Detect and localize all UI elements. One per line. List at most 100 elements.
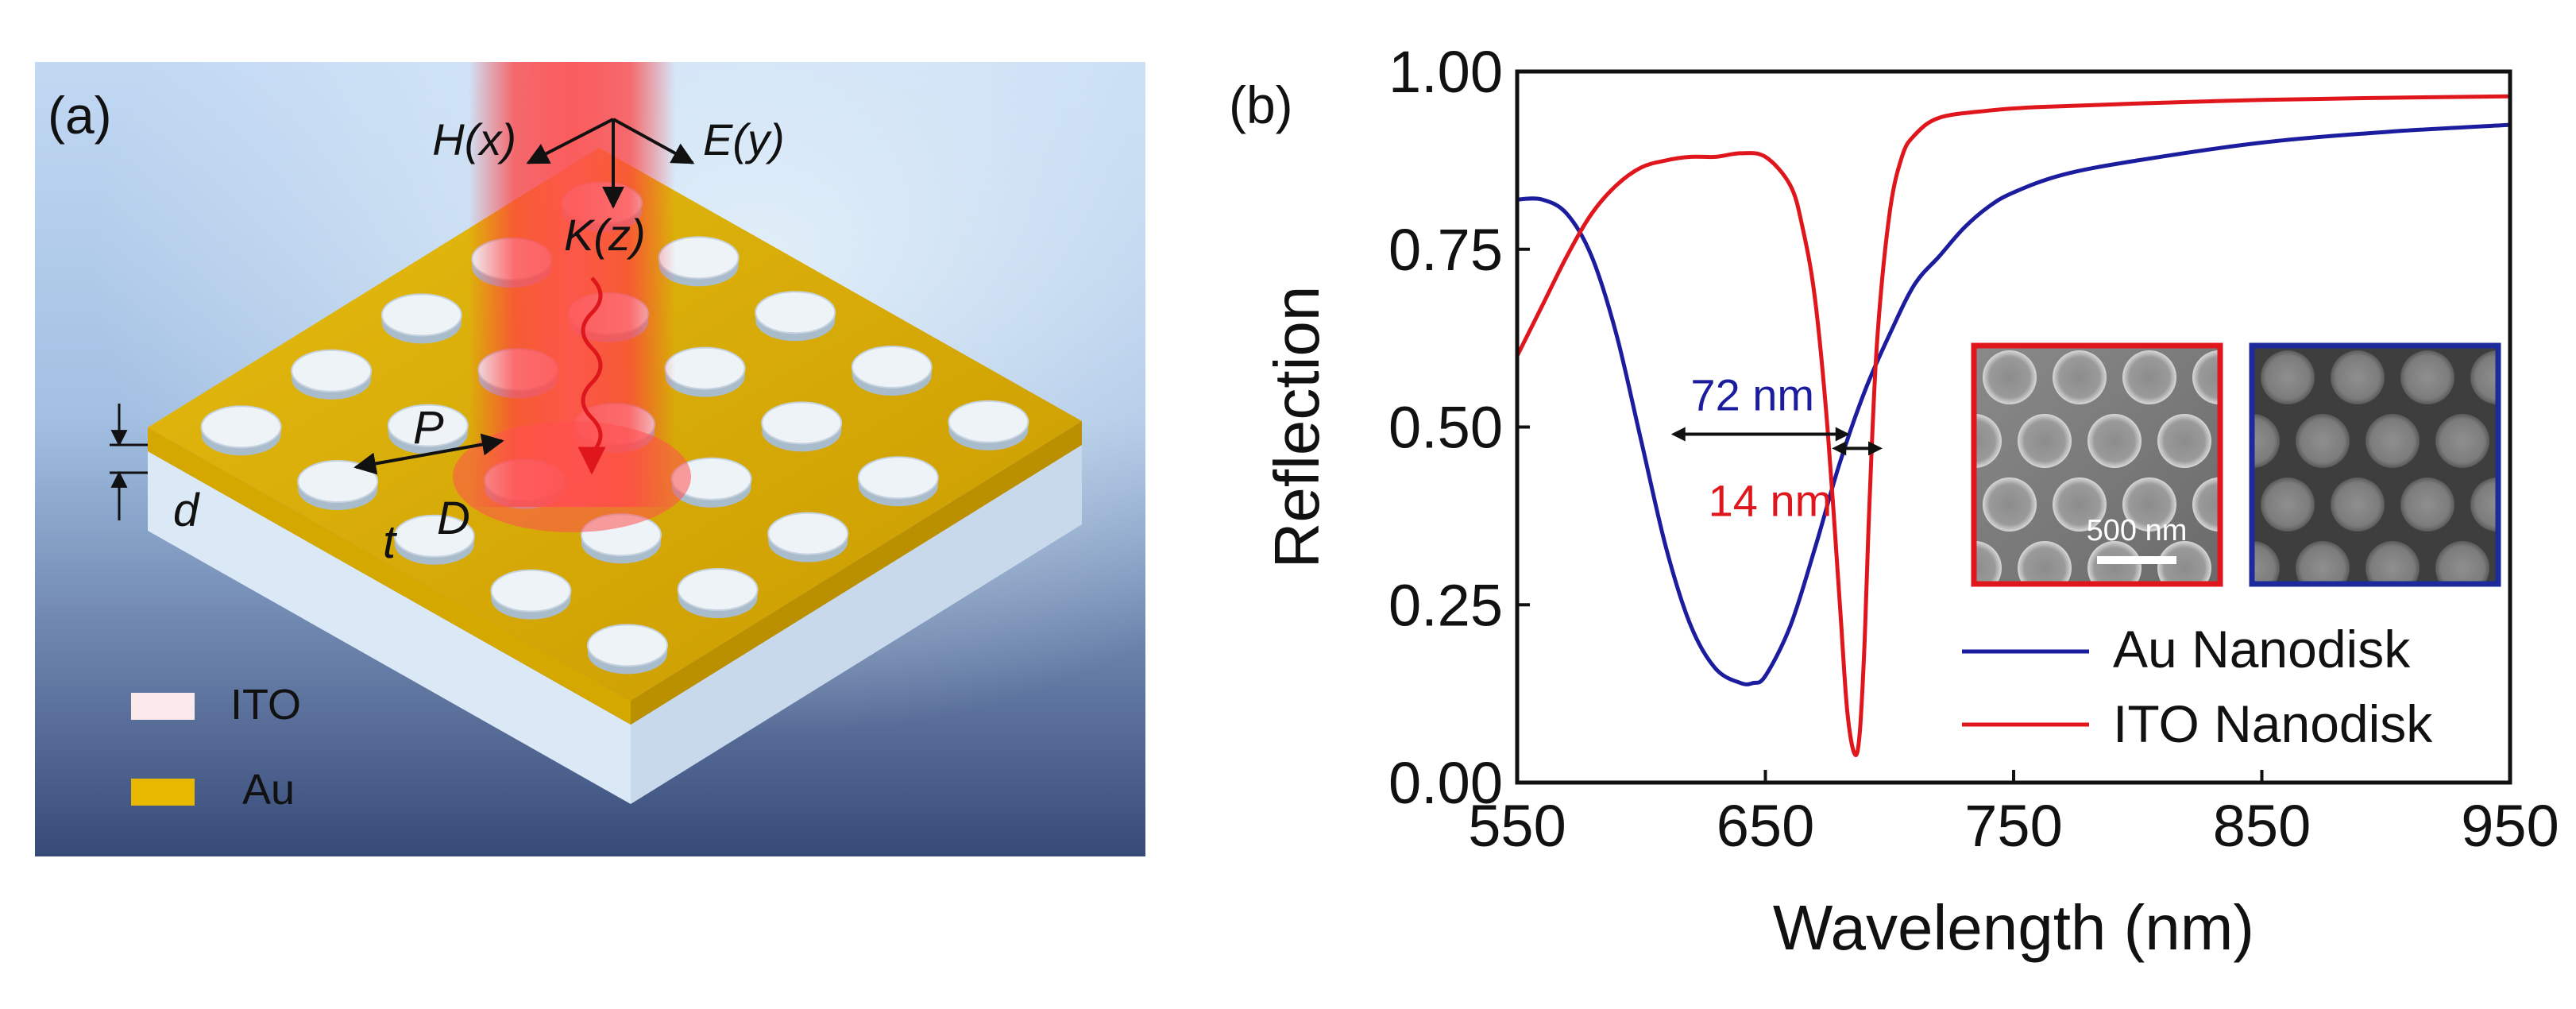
sem-disk: [1983, 477, 2037, 532]
fwhm-au-arrowhead-right: [1835, 427, 1850, 442]
sem-disk: [1974, 414, 2002, 468]
sem-disk: [2400, 350, 2454, 404]
sem-disk: [2226, 287, 2280, 341]
sem-disk: [2366, 414, 2420, 468]
ito-nanodisk: [380, 293, 462, 344]
period-arrow-icon: [353, 433, 504, 475]
reflection-chart: 0.00 0.25 0.50 0.75 1.00 550 650 750 850 950 Wav…: [1261, 39, 2559, 963]
sem-disk: [2157, 541, 2211, 584]
sem-disk: [2470, 477, 2498, 532]
x-tick-label: 750: [1964, 793, 2062, 859]
fwhm-ito-label: 14 nm: [1709, 475, 1833, 525]
sem-disk: [2505, 541, 2559, 595]
sem-disk: [2366, 287, 2420, 341]
fwhm-ito-arrowhead-left: [1832, 441, 1847, 456]
sem-disk: [2331, 477, 2385, 532]
ito-nanodisk: [291, 349, 373, 400]
sem-disk: [2018, 414, 2072, 468]
sem-ito-disks: [1913, 287, 2281, 584]
sem-disk: [2296, 287, 2350, 341]
sem-disk: [2018, 541, 2072, 584]
fwhm-au-arrowhead-left: [1670, 427, 1686, 442]
sem-disk: [2252, 414, 2280, 468]
h-field-arrow-icon: [526, 118, 614, 164]
sem-disk: [2122, 477, 2176, 532]
sem-disk: [1913, 477, 1967, 532]
sem-disk: [2227, 287, 2281, 341]
substrate-right-face: [631, 445, 1082, 804]
series-line-au-nanodisk: [1516, 122, 2511, 686]
diameter-label: D: [437, 493, 470, 544]
sem-disk: [1948, 287, 2002, 341]
ito-nanodisk: [851, 346, 933, 396]
e-field-arrow-icon: [612, 118, 695, 164]
period-label: P: [413, 402, 444, 454]
series-lines: [1515, 94, 2511, 757]
sem-disk: [2261, 350, 2315, 404]
ito-nanodisk: [670, 457, 752, 508]
wave-arrow-icon: [577, 276, 606, 475]
sem-disk: [2157, 414, 2211, 468]
ito-nanodisk: [857, 456, 939, 507]
beam-spot: [453, 421, 691, 532]
y-tick-label: 0.75: [1388, 217, 1503, 283]
sem-disk: [2192, 350, 2220, 404]
sem-disk: [2192, 477, 2220, 532]
y-tick-label: 0.00: [1388, 750, 1503, 816]
sem-disk: [2331, 350, 2385, 404]
sem-inset-au: [2226, 287, 2559, 595]
sem-disk: [2261, 477, 2315, 532]
sem-disk: [2087, 287, 2142, 341]
sem-disk: [1983, 350, 2037, 404]
legend-au-label: Au: [242, 766, 295, 814]
sem-inset-ito: 500 nm: [1913, 287, 2281, 587]
sem-disk: [2296, 541, 2350, 584]
sem-au-disks: [2226, 287, 2559, 595]
sem-disk: [2470, 350, 2498, 404]
x-tick-label: 550: [1468, 793, 1566, 859]
sem-disk: [2296, 414, 2350, 468]
ito-nanodisk: [767, 512, 849, 562]
y-axis-label: Reflection: [1261, 286, 1332, 569]
sem-disk: [2087, 414, 2142, 468]
k-field-label: K(z): [564, 210, 646, 260]
legend-ito-nanodisk-label: ITO Nanodisk: [2113, 694, 2433, 753]
ito-nanodisk: [761, 401, 843, 452]
series-line-ito-nanodisk: [1515, 94, 2511, 757]
legend-au-nanodisk-label: Au Nanodisk: [2113, 620, 2411, 678]
sem-disk: [2366, 541, 2420, 584]
plot-frame: [1515, 69, 2512, 785]
x-tick-label: 950: [2461, 793, 2559, 859]
ito-nanodisk: [393, 514, 475, 565]
ito-nanodisk: [664, 346, 746, 397]
ito-nanodisk: [755, 291, 836, 342]
ito-nanodisk: [658, 236, 740, 287]
sem-disk: [2505, 414, 2559, 468]
e-field-label: E(y): [703, 114, 785, 164]
gold-left-edge: [148, 427, 631, 725]
sem-disk: [2435, 414, 2489, 468]
sem-au-border: [2249, 342, 2501, 587]
gold-right-edge: [631, 421, 1082, 725]
sem-disk: [2435, 541, 2489, 584]
sem-disk: [2435, 287, 2489, 341]
fwhm-au-label: 72 nm: [1690, 369, 1814, 419]
sem-ito-border: [1971, 342, 2223, 587]
sem-disk: [2400, 477, 2454, 532]
sem-disk: [2252, 541, 2280, 584]
panel-b-label: (b): [1229, 75, 1293, 134]
fwhm-ito-arrowhead-right: [1868, 441, 1883, 456]
width-annotations: 72 nm 14 nm: [1670, 369, 1883, 525]
y-tick-label: 1.00: [1388, 39, 1503, 105]
sem-disk: [2157, 287, 2211, 341]
sem-disk: [2018, 287, 2072, 341]
x-tick-label: 650: [1717, 793, 1814, 859]
y-tick-label: 0.50: [1388, 395, 1503, 461]
chart-legend: Au Nanodisk ITO Nanodisk: [1962, 620, 2433, 753]
panel-a-schematic: H(x) E(y) K(z) P D t d ITO Au: [35, 62, 1145, 856]
sem-disk: [1913, 350, 1967, 404]
ito-nanodisk: [587, 624, 668, 675]
y-axis-ticks: 0.00 0.25 0.50 0.75 1.00: [1388, 39, 1530, 816]
ito-nanodisk: [677, 568, 759, 618]
